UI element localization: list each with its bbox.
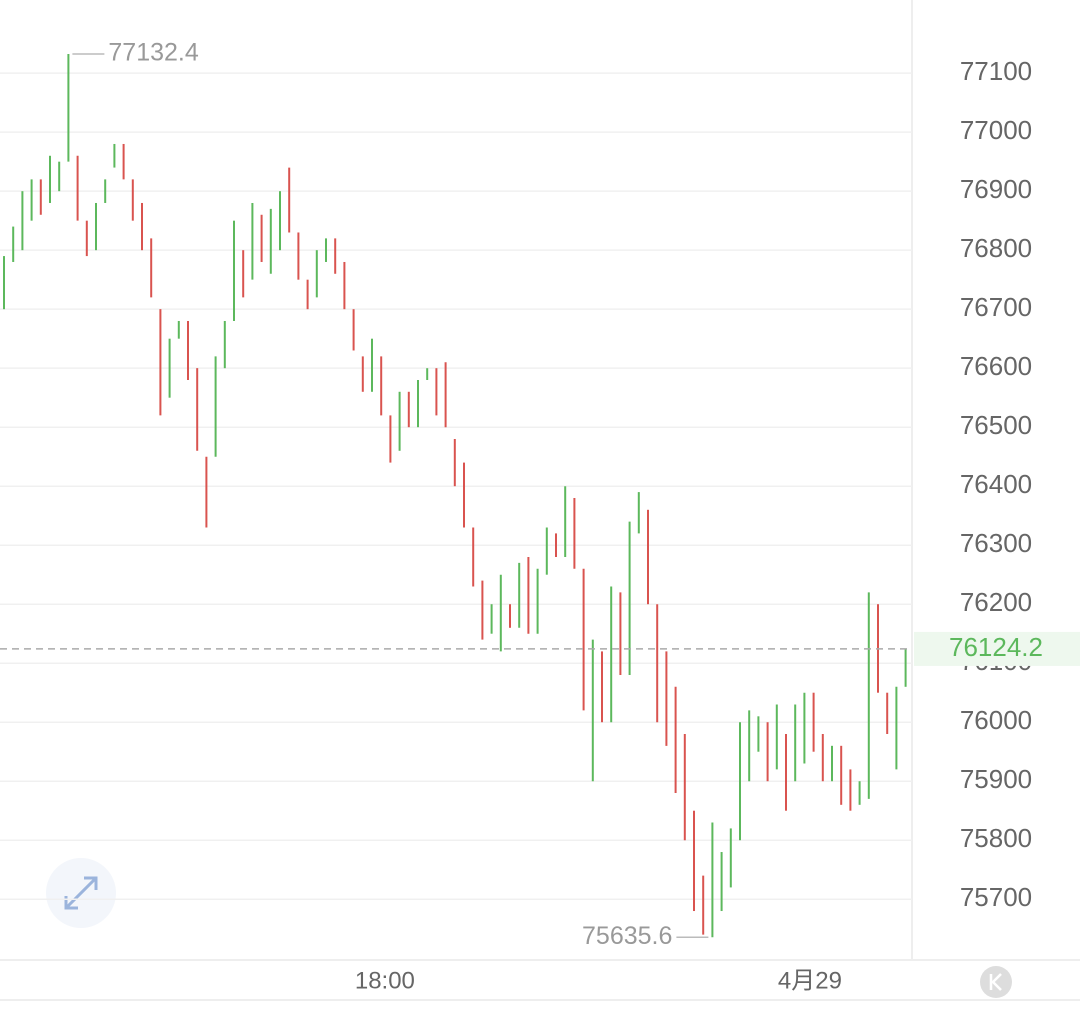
x-tick-label: 18:00	[355, 967, 415, 994]
y-tick-label: 76000	[960, 705, 1032, 735]
y-tick-label: 77100	[960, 56, 1032, 86]
last-price-box	[914, 631, 1080, 666]
y-tick-label: 76600	[960, 351, 1032, 381]
y-tick-label: 75800	[960, 823, 1032, 853]
x-tick-label: 4月29	[778, 967, 842, 994]
collapse-icon[interactable]	[989, 973, 1002, 991]
low-label: 75635.6	[582, 922, 672, 950]
high-label: 77132.4	[108, 39, 198, 67]
expand-button[interactable]	[46, 858, 116, 928]
y-tick-label: 76300	[960, 528, 1032, 558]
y-tick-label: 75700	[960, 882, 1032, 912]
collapse-bg[interactable]	[980, 966, 1012, 998]
y-tick-label: 76400	[960, 469, 1032, 499]
y-tick-label: 75900	[960, 764, 1032, 794]
expand-icon[interactable]	[64, 876, 98, 910]
y-tick-label: 76700	[960, 292, 1032, 322]
last-price-label: 76124.2	[949, 632, 1043, 662]
y-tick-label: 76200	[960, 587, 1032, 617]
y-tick-label: 76800	[960, 233, 1032, 263]
collapse-button[interactable]	[980, 966, 1012, 998]
y-tick-label: 76500	[960, 410, 1032, 440]
y-tick-label: 76900	[960, 174, 1032, 204]
y-tick-label: 77000	[960, 115, 1032, 145]
